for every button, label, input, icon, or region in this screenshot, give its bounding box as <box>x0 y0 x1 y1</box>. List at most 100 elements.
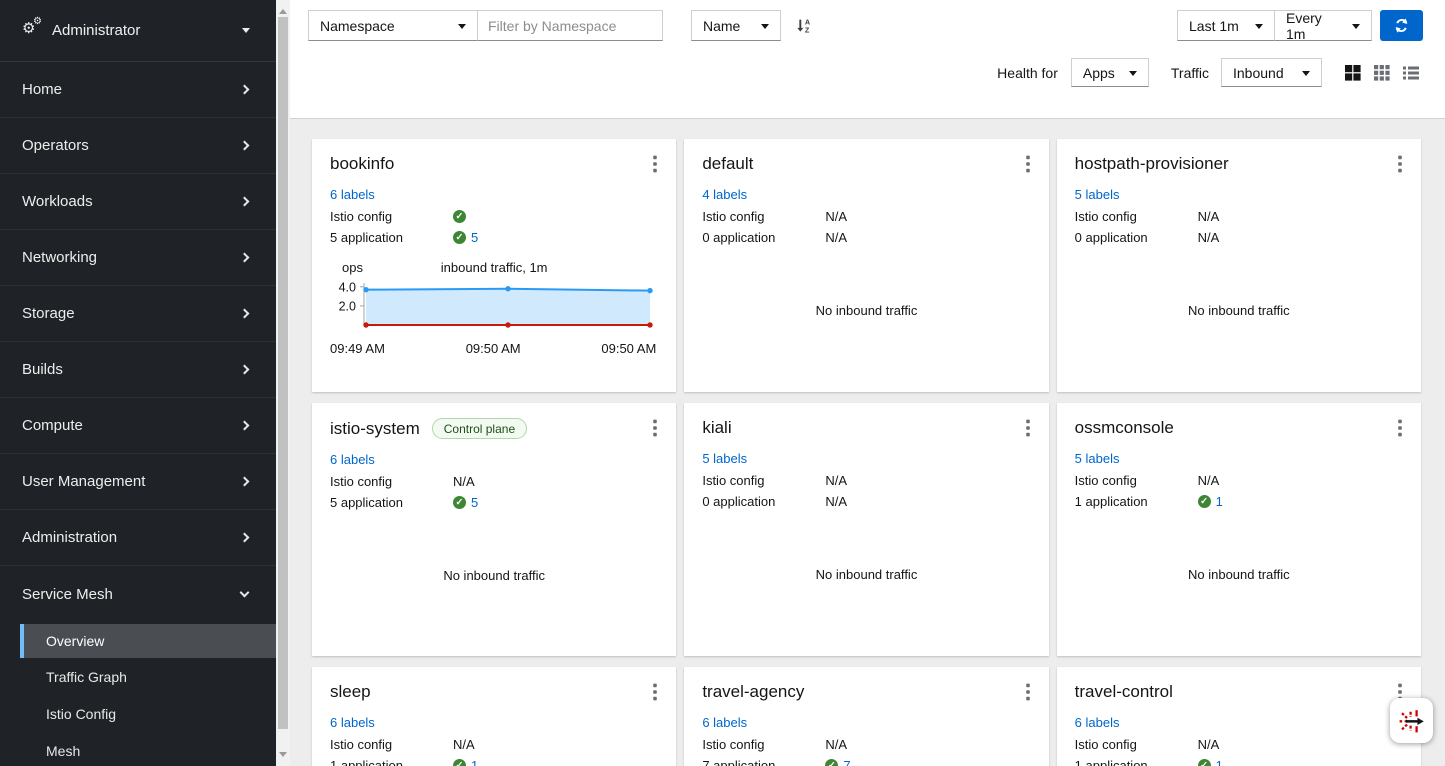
no-traffic-message: No inbound traffic <box>702 509 1030 644</box>
x-axis-tick-label: 09:50 AM <box>601 341 656 356</box>
applications-label: 0 application <box>1075 230 1198 245</box>
refresh-interval-select[interactable]: Every 1m <box>1274 10 1372 41</box>
sort-by-select[interactable]: Name <box>691 10 781 41</box>
traffic-direction-select[interactable]: Inbound <box>1221 58 1322 87</box>
traffic-label: Traffic <box>1171 65 1209 81</box>
list-view-button[interactable] <box>1402 64 1420 82</box>
sidebar-item-home[interactable]: Home <box>0 62 276 118</box>
duration-select-value: Last 1m <box>1189 18 1243 34</box>
sidebar-item-networking[interactable]: Networking <box>0 230 276 286</box>
card-actions-kebab-button[interactable] <box>648 680 662 707</box>
applications-ok-icon: ✓ <box>1198 495 1211 508</box>
caret-down-icon <box>761 24 769 33</box>
applications-label: 0 application <box>702 494 825 509</box>
card-actions-kebab-button[interactable] <box>1021 416 1035 443</box>
overview-content: bookinfo 6 labels Istio config ✓ 5 appli… <box>290 119 1445 766</box>
sidebar-item-compute[interactable]: Compute <box>0 398 276 454</box>
applications-count-link[interactable]: 1 <box>471 758 478 766</box>
card-actions-kebab-button[interactable] <box>1021 680 1035 707</box>
chevron-right-icon <box>240 85 250 95</box>
sidebar-item-workloads[interactable]: Workloads <box>0 174 276 230</box>
no-traffic-message: No inbound traffic <box>330 510 658 644</box>
chevron-right-icon <box>240 533 250 543</box>
namespace-name-link[interactable]: hostpath-provisioner <box>1075 154 1229 174</box>
istio-config-row: Istio config ✓ <box>330 209 658 224</box>
kebab-icon <box>653 419 657 437</box>
istio-config-label: Istio config <box>702 209 825 224</box>
namespace-name-link[interactable]: sleep <box>330 682 371 702</box>
labels-link[interactable]: 6 labels <box>330 452 375 467</box>
labels-link[interactable]: 6 labels <box>1075 715 1120 730</box>
labels-link[interactable]: 5 labels <box>702 451 747 466</box>
sidebar-item-label: User Management <box>22 473 145 490</box>
applications-label: 5 application <box>330 495 453 510</box>
sidebar-subitem-istio-config[interactable]: Istio Config <box>20 695 276 732</box>
card-actions-kebab-button[interactable] <box>648 416 662 443</box>
card-title-row: travel-agency <box>702 682 1030 702</box>
labels-link[interactable]: 6 labels <box>702 715 747 730</box>
istio-config-value: N/A <box>1198 209 1220 224</box>
ossm-console-logo-button[interactable] <box>1390 698 1433 743</box>
compact-view-button[interactable] <box>1344 64 1362 82</box>
perspective-switcher[interactable]: ⚙⚙ Administrator <box>0 0 276 62</box>
card-actions-kebab-button[interactable] <box>648 152 662 179</box>
sidebar-item-administration[interactable]: Administration <box>0 510 276 566</box>
large-grid-icon <box>1345 65 1361 81</box>
namespace-name-link[interactable]: ossmconsole <box>1075 418 1174 438</box>
sidebar-subitem-mesh[interactable]: Mesh <box>20 732 276 766</box>
applications-count-link[interactable]: 1 <box>1216 758 1223 766</box>
scroll-down-arrow-icon[interactable] <box>279 752 287 761</box>
namespace-filter-select[interactable]: Namespace <box>308 10 478 41</box>
labels-link[interactable]: 6 labels <box>330 187 375 202</box>
sidebar-subitem-overview[interactable]: Overview <box>20 624 276 658</box>
namespace-card-grid: bookinfo 6 labels Istio config ✓ 5 appli… <box>312 139 1421 766</box>
istio-config-row: Istio config N/A <box>1075 209 1403 224</box>
namespace-name-link[interactable]: istio-system <box>330 419 420 439</box>
labels-link[interactable]: 6 labels <box>330 715 375 730</box>
istio-config-row: Istio config N/A <box>1075 473 1403 488</box>
sidebar-scrollbar[interactable] <box>276 0 290 766</box>
sidebar-subitem-label: Mesh <box>46 743 80 759</box>
refresh-button[interactable] <box>1380 10 1423 41</box>
istio-config-label: Istio config <box>330 737 453 752</box>
sidebar-item-service-mesh[interactable]: Service Mesh <box>0 566 276 622</box>
main-area: Namespace Name A Z Last <box>290 0 1445 766</box>
labels-link[interactable]: 5 labels <box>1075 187 1120 202</box>
sort-order-button[interactable]: A Z <box>793 15 814 36</box>
sidebar-item-label: Service Mesh <box>22 586 113 603</box>
small-grid-icon <box>1374 65 1390 81</box>
health-for-select[interactable]: Apps <box>1071 58 1149 87</box>
refresh-interval-select-value: Every 1m <box>1286 10 1340 42</box>
duration-select[interactable]: Last 1m <box>1177 10 1275 41</box>
caret-down-icon <box>1352 24 1360 33</box>
expand-view-button[interactable] <box>1373 64 1391 82</box>
namespace-filter-input[interactable] <box>477 10 663 41</box>
namespace-name-link[interactable]: travel-control <box>1075 682 1173 702</box>
namespace-name-link[interactable]: bookinfo <box>330 154 394 174</box>
chevron-right-icon <box>240 421 250 431</box>
applications-count-link[interactable]: 7 <box>843 758 850 766</box>
card-title-row: hostpath-provisioner <box>1075 154 1403 174</box>
sidebar-subitem-traffic-graph[interactable]: Traffic Graph <box>20 658 276 695</box>
applications-value: N/A <box>825 230 847 245</box>
scroll-up-arrow-icon[interactable] <box>279 5 287 14</box>
sidebar-item-user-management[interactable]: User Management <box>0 454 276 510</box>
applications-count-link[interactable]: 1 <box>1216 494 1223 509</box>
scrollbar-thumb[interactable] <box>278 17 288 729</box>
sidebar-item-builds[interactable]: Builds <box>0 342 276 398</box>
card-actions-kebab-button[interactable] <box>1393 416 1407 443</box>
namespace-name-link[interactable]: default <box>702 154 753 174</box>
card-actions-kebab-button[interactable] <box>1393 152 1407 179</box>
chart-x-axis-labels: 09:49 AM09:50 AM09:50 AM <box>330 341 658 356</box>
card-actions-kebab-button[interactable] <box>1021 152 1035 179</box>
applications-count-link[interactable]: 5 <box>471 495 478 510</box>
sidebar-item-operators[interactable]: Operators <box>0 118 276 174</box>
sidebar-item-storage[interactable]: Storage <box>0 286 276 342</box>
namespace-name-link[interactable]: kiali <box>702 418 731 438</box>
applications-count-link[interactable]: 5 <box>471 230 478 245</box>
no-traffic-message: No inbound traffic <box>1075 245 1403 380</box>
labels-link[interactable]: 4 labels <box>702 187 747 202</box>
namespace-name-link[interactable]: travel-agency <box>702 682 804 702</box>
istio-config-label: Istio config <box>1075 737 1198 752</box>
labels-link[interactable]: 5 labels <box>1075 451 1120 466</box>
